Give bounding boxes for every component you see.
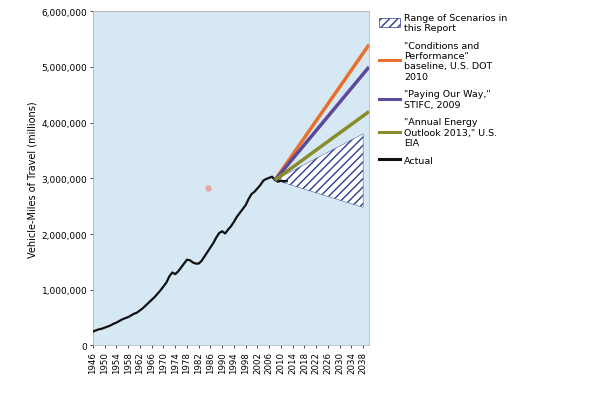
Legend: Range of Scenarios in
this Report, "Conditions and
Performance"
baseline, U.S. D: Range of Scenarios in this Report, "Cond… <box>379 13 507 166</box>
Polygon shape <box>275 135 363 208</box>
Y-axis label: Vehicle-Miles of Travel (millions): Vehicle-Miles of Travel (millions) <box>28 101 38 257</box>
